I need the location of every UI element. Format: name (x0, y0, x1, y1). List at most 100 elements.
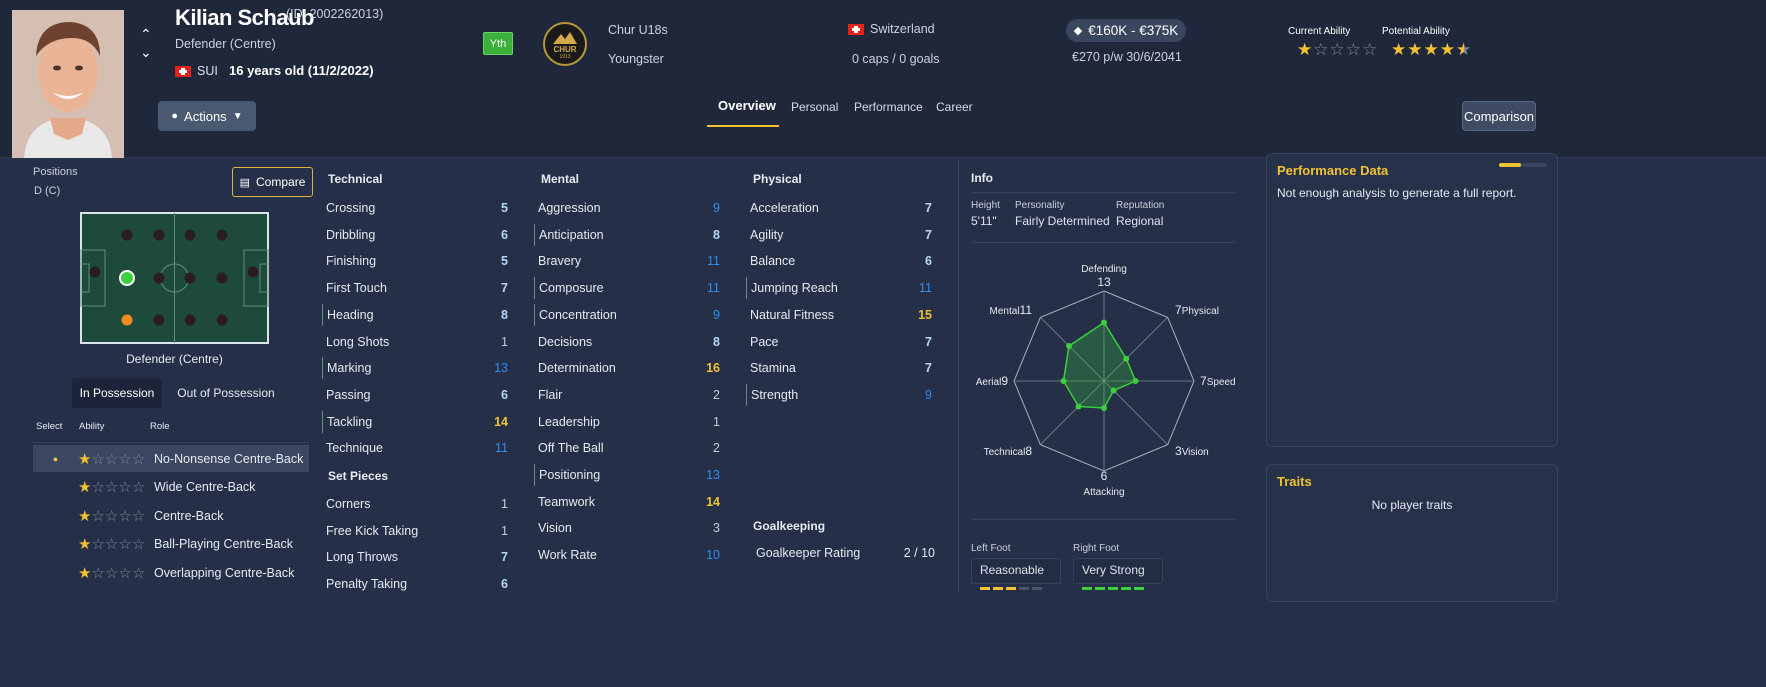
role-row[interactable]: ★☆☆☆☆ Centre-Back (33, 502, 309, 529)
position-dot (216, 272, 228, 284)
positions-value: D (C) (34, 185, 61, 197)
attribute-name: Determination (538, 361, 616, 376)
club-name[interactable]: Chur U18s (608, 23, 668, 37)
star-empty-icon: ☆ (131, 479, 146, 496)
attribute-row[interactable]: Leadership 1 (534, 411, 720, 433)
attribute-row[interactable]: Stamina 7 (746, 357, 932, 379)
club-crest-year: 1913 (559, 54, 571, 60)
attribute-row[interactable]: Positioning 13 (534, 464, 720, 486)
right-foot-box: Very Strong (1073, 558, 1163, 590)
caps-goals: 0 caps / 0 goals (852, 52, 940, 66)
attribute-row[interactable]: Corners 1 (322, 493, 508, 515)
role-selected-indicator[interactable]: ● (52, 453, 59, 464)
attribute-row[interactable]: Concentration 9 (534, 303, 720, 326)
next-player-button[interactable]: ⌄ (140, 44, 152, 60)
attribute-row[interactable]: Natural Fitness 15 (746, 304, 932, 326)
attribute-value: 8 (713, 334, 720, 349)
attribute-row[interactable]: Decisions 8 (534, 331, 720, 353)
actions-button[interactable]: ● Actions ▼ (158, 101, 256, 131)
attribute-row[interactable]: Composure 11 (534, 277, 720, 300)
role-row[interactable]: ★☆☆☆☆ Overlapping Centre-Back (33, 559, 309, 586)
role-name: Centre-Back (154, 508, 224, 523)
attribute-row[interactable]: Pace 7 (746, 331, 932, 353)
potential-ability-label: Potential Ability (1382, 26, 1450, 37)
radar-point (1123, 355, 1130, 362)
attribute-row[interactable]: Aggression 9 (534, 197, 720, 219)
tab-performance[interactable]: Performance (854, 100, 923, 114)
role-row[interactable]: ● ★☆☆☆☆ No-Nonsense Centre-Back (33, 445, 309, 472)
attribute-name: First Touch (326, 281, 387, 296)
attribute-row[interactable]: Balance 6 (746, 250, 932, 272)
attribute-row[interactable]: Flair 2 (534, 384, 720, 406)
radar-point (1060, 378, 1067, 384)
tab-personal[interactable]: Personal (791, 100, 839, 114)
attribute-row[interactable]: Anticipation 8 (534, 223, 720, 246)
role-row[interactable]: ★☆☆☆☆ Wide Centre-Back (33, 474, 309, 501)
star-empty-icon: ☆ (118, 479, 132, 496)
star-half-icon: ★ (1456, 40, 1473, 59)
attribute-row[interactable]: Finishing 5 (322, 250, 508, 272)
possession-toggle: In Possession Out of Possession (72, 378, 277, 408)
attribute-row[interactable]: Strength 9 (746, 383, 932, 406)
attribute-name: Leadership (538, 414, 600, 429)
country[interactable]: Switzerland (848, 22, 935, 36)
radar-axis-value: 7 (1200, 374, 1207, 388)
height-label: Height (971, 200, 1000, 211)
goalkeeper-rating-row: Goalkeeper Rating 2 / 10 (752, 542, 935, 564)
mental-title: Mental (541, 172, 580, 186)
position-dot (121, 229, 133, 241)
attribute-row[interactable]: Passing 6 (322, 384, 508, 406)
star-empty-icon: ☆ (104, 507, 119, 525)
attribute-value: 6 (501, 577, 508, 592)
out-of-possession-button[interactable]: Out of Possession (177, 386, 275, 400)
attribute-name: Dribbling (326, 227, 376, 242)
attribute-row[interactable]: Marking 13 (322, 357, 508, 380)
tab-overview[interactable]: Overview (718, 98, 776, 113)
prev-player-button[interactable]: ⌃ (140, 26, 152, 42)
radar-value-polygon (1062, 321, 1137, 409)
attribute-row[interactable]: Acceleration 7 (746, 197, 932, 219)
attribute-row[interactable]: Off The Ball 2 (534, 437, 720, 459)
performance-progress-fill (1499, 163, 1521, 167)
role-row[interactable]: ★☆☆☆☆ Ball-Playing Centre-Back (33, 531, 309, 558)
position-dot (153, 229, 165, 241)
attribute-value: 6 (501, 387, 508, 402)
attribute-row[interactable]: Vision 3 (534, 517, 720, 539)
attribute-row[interactable]: Determination 16 (534, 357, 720, 379)
right-foot-bars (1082, 579, 1147, 593)
role-name: Ball-Playing Centre-Back (154, 537, 293, 551)
right-foot-label: Right Foot (1073, 543, 1120, 554)
foot-strength-bar (1108, 587, 1118, 590)
attribute-value: 13 (494, 361, 508, 376)
attribute-radar-chart: 13 Defending 7Physical 7Speed 3Vision 6 Attack… (970, 258, 1240, 503)
player-name: Kilian Schaub (175, 5, 314, 30)
attribute-row[interactable]: First Touch 7 (322, 277, 508, 299)
attribute-row[interactable]: Dribbling 6 (322, 224, 508, 246)
tab-career[interactable]: Career (936, 100, 973, 114)
in-possession-button[interactable]: In Possession (72, 378, 162, 408)
star-full-icon: ★ (78, 507, 92, 525)
attribute-row[interactable]: Heading 8 (322, 303, 508, 326)
attribute-row[interactable]: Penalty Taking 6 (322, 573, 508, 595)
attribute-row[interactable]: Crossing 5 (322, 197, 508, 219)
attribute-row[interactable]: Long Shots 1 (322, 331, 508, 353)
attribute-name: Balance (750, 254, 796, 269)
attribute-row[interactable]: Agility 7 (746, 224, 932, 246)
traits-title: Traits (1277, 474, 1312, 489)
attribute-row[interactable]: Teamwork 14 (534, 491, 720, 513)
attribute-row[interactable]: Jumping Reach 11 (746, 277, 932, 300)
role-name: No-Nonsense Centre-Back (154, 451, 304, 466)
attribute-row[interactable]: Work Rate 10 (534, 544, 720, 566)
attribute-row[interactable]: Technique 11 (322, 437, 508, 459)
radar-point (1065, 342, 1072, 349)
attribute-row[interactable]: Tackling 14 (322, 410, 508, 433)
attribute-row[interactable]: Free Kick Taking 1 (322, 520, 508, 542)
comparison-button[interactable]: Comparison (1462, 101, 1536, 131)
radar-axis-value: 9 (1001, 374, 1008, 388)
goalkeeper-rating-label: Goalkeeper Rating (756, 546, 861, 560)
compare-button[interactable]: ▤ Compare (232, 167, 313, 197)
role-ability-stars: ★☆☆☆☆ (78, 450, 154, 468)
attribute-row[interactable]: Bravery 11 (534, 250, 720, 272)
attribute-row[interactable]: Long Throws 7 (322, 546, 508, 568)
value-text: €160K - €375K (1088, 23, 1179, 38)
